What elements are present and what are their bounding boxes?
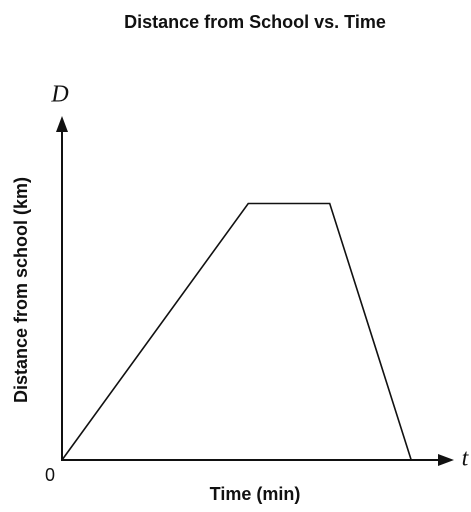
data-line: [61, 202, 412, 461]
y-axis-arrow: [56, 116, 68, 132]
y-axis-label: Distance from school (km): [11, 177, 31, 403]
x-axis-arrow: [438, 454, 454, 466]
x-tick-label: 0: [45, 465, 55, 485]
x-axis-symbol: t: [462, 446, 470, 472]
x-axis-label: Time (min): [210, 484, 301, 504]
y-axis-symbol: D: [50, 82, 68, 108]
chart-title: Distance from School vs. Time: [124, 12, 386, 32]
